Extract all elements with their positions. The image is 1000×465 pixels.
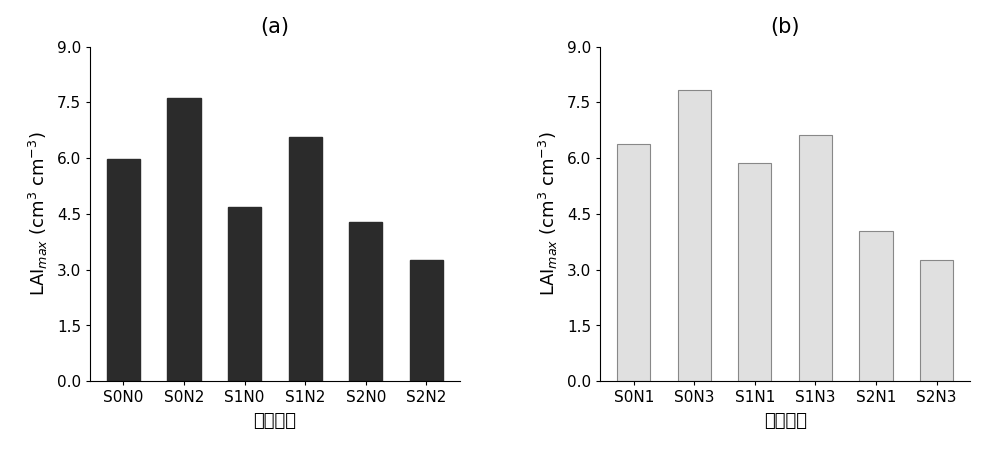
Y-axis label: LAI$_{max}$ (cm$^{3}$ cm$^{-3}$): LAI$_{max}$ (cm$^{3}$ cm$^{-3}$) xyxy=(537,132,560,296)
X-axis label: 实验处理: 实验处理 xyxy=(253,412,296,430)
X-axis label: 实验处理: 实验处理 xyxy=(764,412,807,430)
Y-axis label: LAI$_{max}$ (cm$^{3}$ cm$^{-3}$): LAI$_{max}$ (cm$^{3}$ cm$^{-3}$) xyxy=(27,132,50,296)
Bar xyxy=(289,137,322,381)
Bar xyxy=(678,90,711,381)
Title: (b): (b) xyxy=(770,17,800,37)
Bar xyxy=(799,135,832,381)
Title: (a): (a) xyxy=(260,17,289,37)
Bar xyxy=(617,144,650,381)
Bar xyxy=(859,231,893,381)
Bar xyxy=(107,159,140,381)
Bar xyxy=(920,259,953,381)
Bar xyxy=(349,222,382,381)
Bar xyxy=(228,207,261,381)
Bar xyxy=(167,98,201,381)
Bar xyxy=(738,163,771,381)
Bar xyxy=(410,259,443,381)
